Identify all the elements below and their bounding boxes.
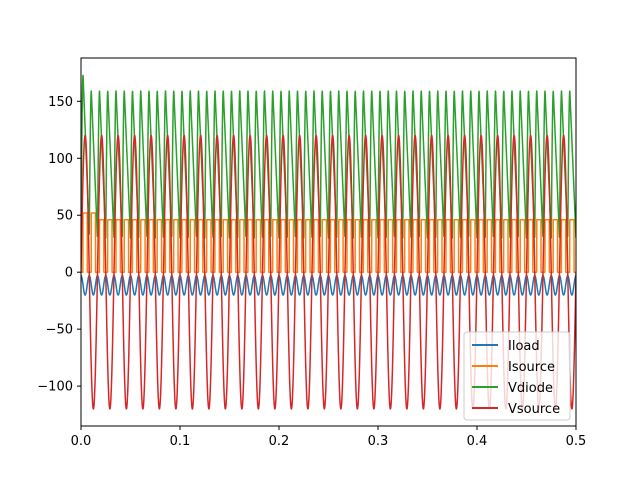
- legend: Iload Isource Vdiode Vsource: [463, 331, 571, 421]
- x-tick-label: 0.0: [71, 434, 92, 449]
- y-tick-label: −50: [46, 323, 73, 338]
- legend-label: Vsource: [508, 402, 560, 417]
- legend-label: Vdiode: [508, 381, 553, 396]
- plot-frame: [80, 57, 577, 427]
- x-tick-label: 0.2: [269, 434, 290, 449]
- x-tick-label: 0.3: [368, 434, 389, 449]
- x-tick-label: 0.1: [170, 434, 191, 449]
- x-axis: 0.0 0.1 0.2 0.3 0.4 0.5: [71, 426, 587, 449]
- x-tick-label: 0.4: [467, 434, 488, 449]
- y-tick-label: 0: [65, 266, 73, 281]
- legend-label: Iload: [508, 339, 540, 354]
- y-tick-label: 50: [56, 209, 73, 224]
- series-layer: [81, 74, 576, 410]
- y-axis: −100 −50 0 50 100 150: [37, 95, 81, 395]
- y-tick-label: 100: [48, 152, 73, 167]
- series-line-vsource: [81, 134, 576, 410]
- legend-box: [463, 331, 571, 421]
- x-tick-label: 0.5: [566, 434, 587, 449]
- y-tick-label: −100: [37, 380, 73, 395]
- legend-label: Isource: [508, 360, 555, 375]
- y-tick-label: 150: [48, 95, 73, 110]
